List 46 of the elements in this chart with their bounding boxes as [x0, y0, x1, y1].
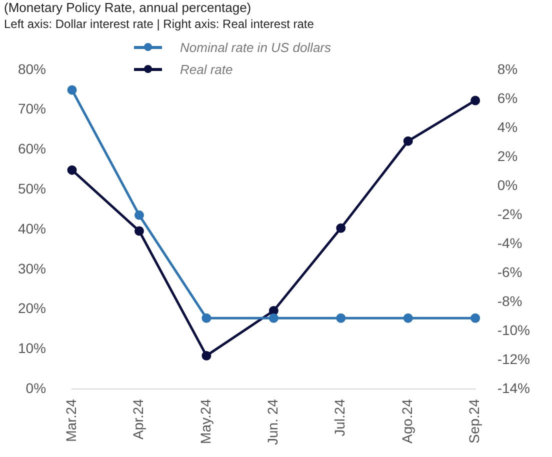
x-tick-label: Apr.24	[130, 398, 146, 440]
y2-tick-label: -2%	[497, 206, 522, 222]
point	[470, 96, 480, 106]
legend-label: Nominal rate in US dollars	[180, 40, 332, 54]
y2-tick-label: 0%	[497, 176, 518, 193]
y2-tick-label: -10%	[497, 322, 530, 338]
y-tick-label: 70%	[18, 100, 46, 117]
y2-tick-label: 2%	[497, 148, 518, 164]
point	[134, 226, 144, 236]
x-tick-label: Jul.24	[332, 398, 348, 436]
point	[134, 210, 144, 220]
point	[268, 306, 278, 316]
point	[67, 165, 77, 175]
y2-tick-label: 8%	[497, 60, 518, 77]
y2-tick-label: -14%	[497, 380, 530, 396]
point	[268, 313, 278, 323]
x-tick-label: Mar.24	[62, 398, 79, 442]
y-tick-label: 10%	[18, 340, 46, 356]
legend-label: Real rate	[180, 62, 233, 76]
point	[403, 313, 413, 323]
chart-title: (Monetary Policy Rate, annual percentage)	[4, 0, 252, 15]
y-tick-label: 30%	[18, 260, 46, 276]
chart-subtitle: Left axis: Dollar interest rate | Right axis: Real interest rate	[4, 17, 314, 31]
y-tick-label: 80%	[18, 60, 46, 77]
y2-tick-label: -12%	[497, 350, 530, 367]
point	[470, 313, 480, 323]
point	[67, 85, 77, 95]
y2-tick-label: 6%	[497, 90, 518, 106]
y2-tick-label: -8%	[497, 292, 522, 309]
x-tick-label: Ago.24	[398, 398, 415, 444]
y2-tick-label: 4%	[497, 118, 518, 135]
x-tick-label: Jun. 24	[264, 398, 281, 446]
point	[403, 136, 413, 146]
y-tick-label: 20%	[18, 300, 46, 316]
point	[336, 223, 346, 233]
y2-tick-label: -6%	[497, 264, 522, 280]
y-tick-label: 50%	[18, 180, 46, 197]
y-tick-label: 40%	[18, 220, 46, 236]
y-tick-label: 60%	[18, 140, 46, 157]
point	[202, 313, 212, 323]
y2-tick-label: -4%	[497, 234, 522, 251]
point	[336, 313, 346, 323]
x-tick-label: Sep.24	[466, 398, 482, 444]
x-tick-label: May.24	[197, 398, 214, 444]
y-tick-label: 0%	[26, 380, 46, 396]
point	[202, 350, 212, 360]
